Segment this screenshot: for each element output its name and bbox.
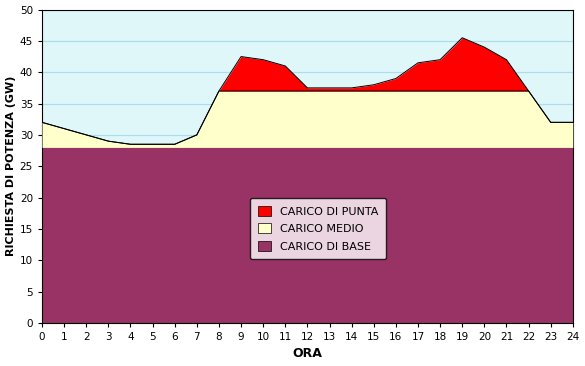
Legend: CARICO DI PUNTA, CARICO MEDIO, CARICO DI BASE: CARICO DI PUNTA, CARICO MEDIO, CARICO DI… — [250, 198, 386, 259]
Y-axis label: RICHIESTA DI POTENZA (GW): RICHIESTA DI POTENZA (GW) — [5, 76, 16, 257]
X-axis label: ORA: ORA — [292, 347, 322, 361]
